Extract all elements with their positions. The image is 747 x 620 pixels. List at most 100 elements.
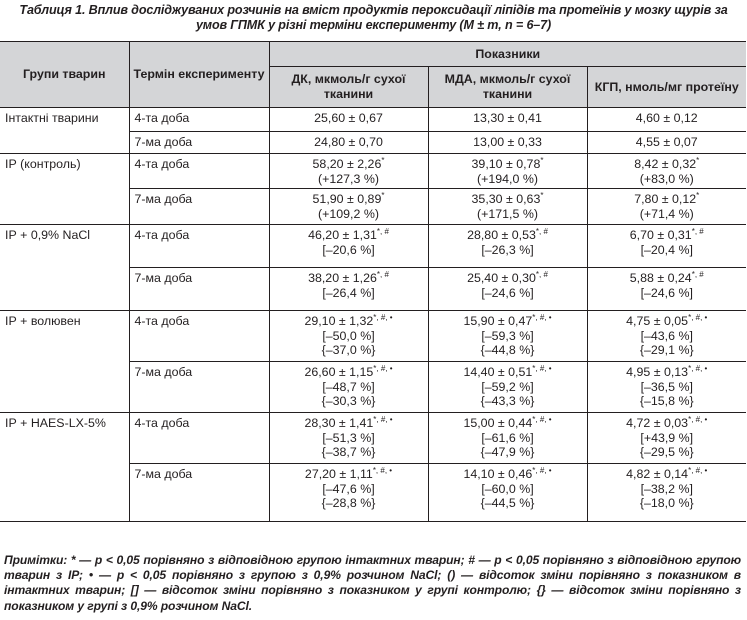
cell-kgp: 5,88 ± 0,24*, # [–24,6 %] (586, 267, 746, 311)
header-dk: ДК, мкмоль/г сухої тканини (269, 66, 429, 108)
cell-term: 7-ма доба (128, 131, 270, 154)
cell-group (0, 188, 130, 225)
cell-mda: 14,40 ± 0,51*, #, • [–59,2 %] {–43,3 %} (427, 361, 588, 413)
cell-dk: 26,60 ± 1,15*, #, • [–48,7 %] {–30,3 %} (268, 361, 429, 413)
cell-value-line: {–18,0 %} (639, 496, 694, 511)
cell-value-line: [–59,2 %] (481, 379, 534, 394)
cell-value-line: {–44,5 %} (480, 496, 535, 511)
table-row: ІР + HAES-LX-5% 4-та доба 28,30 ± 1,41*, #… (0, 412, 746, 464)
cell-value-line: {–38,7 %} (321, 445, 376, 460)
cell-group: Інтактні тварини (0, 107, 130, 132)
table-row: 7-ма доба 24,80 ± 0,70 13,00 ± 0,33 4,55 ± … (0, 131, 746, 154)
cell-value-line: [–24,6 %] (640, 285, 693, 300)
cell-dk: 58,20 ± 2,26* (+127,3 %) (268, 153, 429, 189)
cell-group (0, 463, 130, 522)
cell-value-line: 15,90 ± 0,47*, #, • (463, 312, 552, 328)
table-body: Інтактні тварини 4-та доба 25,60 ± 0,67 13,… (0, 107, 746, 522)
cell-dk: 28,30 ± 1,41*, #, • [–51,3 %] {–38,7 %} (268, 412, 429, 464)
cell-value-line: [–24,6 %] (481, 285, 534, 300)
cell-kgp: 7,80 ± 0,12* (+71,4 %) (586, 188, 746, 225)
cell-dk: 38,20 ± 1,26*, # [–26,4 %] (268, 267, 429, 311)
significance-marker: *, # (376, 269, 389, 279)
cell-kgp: 8,42 ± 0,32* (+83,0 %) (586, 153, 746, 189)
cell-value-line: 35,30 ± 0,63* (471, 190, 544, 206)
cell-value-line: [–43,6 %] (640, 328, 693, 343)
cell-group (0, 267, 130, 311)
header-indicators: Показники (268, 41, 746, 67)
cell-value-line: {–44,8 %} (480, 343, 535, 358)
cell-value-line: 24,80 ± 0,70 (314, 135, 383, 149)
table-notes: Примітки: * — p < 0,05 порівняно з відпо… (4, 553, 741, 613)
cell-value-line: (+71,4 %) (639, 206, 694, 221)
cell-value-line: [–47,6 %] (322, 481, 375, 496)
cell-dk: 25,60 ± 0,67 (268, 107, 429, 132)
cell-group: ІР (контроль) (0, 153, 130, 189)
cell-value-line: {–47,9 %} (480, 445, 535, 460)
significance-marker: *, #, • (372, 465, 393, 475)
significance-marker: *, # (535, 269, 548, 279)
cell-value-line: [–38,2 %] (640, 481, 693, 496)
cell-mda: 15,90 ± 0,47*, #, • [–59,3 %] {–44,8 %} (427, 310, 588, 362)
cell-value-line: 4,95 ± 0,13*, #, • (626, 363, 708, 379)
significance-marker: *, #, • (532, 312, 552, 322)
cell-value-line: 38,20 ± 1,26*, # (308, 269, 389, 285)
cell-value-line: [–59,3 %] (481, 328, 534, 343)
significance-marker: *, #, • (373, 312, 393, 322)
header-group: Групи тварин (0, 41, 130, 108)
cell-value-line: 25,40 ± 0,30*, # (467, 269, 548, 285)
significance-marker: *, #, • (532, 363, 552, 373)
cell-value-line: 14,10 ± 0,46*, #, • (463, 465, 552, 481)
cell-value-line: 51,90 ± 0,89* (312, 190, 385, 206)
cell-mda: 13,30 ± 0,41 (427, 107, 588, 132)
cell-value-line: {–43,3 %} (480, 394, 535, 409)
cell-kgp: 4,72 ± 0,03*, #, • [+43,9 %] {–29,5 %} (586, 412, 746, 464)
header-kgp: КГП, нмоль/мг протеїну (586, 66, 746, 108)
cell-value-line: {–37,0 %} (321, 343, 376, 358)
cell-kgp: 4,82 ± 0,14*, #, • [–38,2 %] {–18,0 %} (586, 463, 746, 522)
cell-value-line: 27,20 ± 1,11*, #, • (304, 465, 393, 481)
cell-value-line: {–15,8 %} (639, 394, 694, 409)
significance-marker: * (381, 190, 385, 200)
cell-mda: 15,00 ± 0,44*, #, • [–61,6 %] {–47,9 %} (427, 412, 588, 464)
cell-value-line: [–50,0 %] (322, 328, 375, 343)
significance-marker: *, #, • (532, 414, 552, 424)
significance-marker: *, #, • (688, 363, 708, 373)
cell-value-line: (+194,0 %) (477, 171, 538, 186)
cell-mda: 39,10 ± 0,78* (+194,0 %) (427, 153, 588, 189)
cell-value-line: 4,82 ± 0,14*, #, • (626, 465, 708, 481)
cell-value-line: {–29,5 %} (639, 445, 694, 460)
cell-group: ІР + волювен (0, 310, 130, 362)
cell-value-line: 13,00 ± 0,33 (473, 135, 542, 149)
cell-value-line: 4,60 ± 0,12 (635, 111, 698, 125)
cell-value-line: (+127,3 %) (318, 171, 379, 186)
cell-mda: 35,30 ± 0,63* (+171,5 %) (427, 188, 588, 225)
cell-value-line: 46,20 ± 1,31*, # (308, 226, 389, 242)
cell-dk: 27,20 ± 1,11*, #, • [–47,6 %] {–28,8 %} (268, 463, 429, 522)
cell-value-line: [–20,4 %] (640, 242, 693, 257)
cell-value-line: (+171,5 %) (477, 206, 538, 221)
cell-mda: 28,80 ± 0,53*, # [–26,3 %] (427, 224, 588, 268)
cell-value-line: 14,40 ± 0,51*, #, • (463, 363, 552, 379)
cell-value-line: 26,60 ± 1,15*, #, • (304, 363, 393, 379)
cell-term: 4-та доба (128, 224, 270, 268)
cell-value-line: 29,10 ± 1,32*, #, • (304, 312, 393, 328)
cell-kgp: 4,75 ± 0,05*, #, • [–43,6 %] {–29,1 %} (586, 310, 746, 362)
cell-dk: 46,20 ± 1,31*, # [–20,6 %] (268, 224, 429, 268)
cell-dk: 51,90 ± 0,89* (+109,2 %) (268, 188, 429, 225)
cell-value-line: 4,55 ± 0,07 (635, 135, 698, 149)
significance-marker: *, #, • (373, 414, 393, 424)
cell-value-line: 25,60 ± 0,67 (314, 111, 383, 125)
cell-term: 7-ма доба (128, 188, 270, 225)
cell-value-line: [–60,0 %] (481, 481, 534, 496)
cell-value-line: 7,80 ± 0,12* (634, 190, 700, 206)
significance-marker: *, #, • (688, 414, 708, 424)
significance-marker: *, # (535, 226, 548, 236)
significance-marker: * (696, 190, 700, 200)
cell-dk: 29,10 ± 1,32*, #, • [–50,0 %] {–37,0 %} (268, 310, 429, 362)
cell-group: ІР + 0,9% NaCl (0, 224, 130, 268)
table-row: 7-ма доба 27,20 ± 1,11*, #, • [–47,6 %] {–2… (0, 463, 746, 522)
table-row: 7-ма доба 51,90 ± 0,89* (+109,2 %) 35,30 ± … (0, 188, 746, 225)
cell-term: 4-та доба (128, 412, 270, 464)
table-row: ІР + волювен 4-та доба 29,10 ± 1,32*, #, •… (0, 310, 746, 362)
cell-value-line: [–26,4 %] (322, 285, 375, 300)
